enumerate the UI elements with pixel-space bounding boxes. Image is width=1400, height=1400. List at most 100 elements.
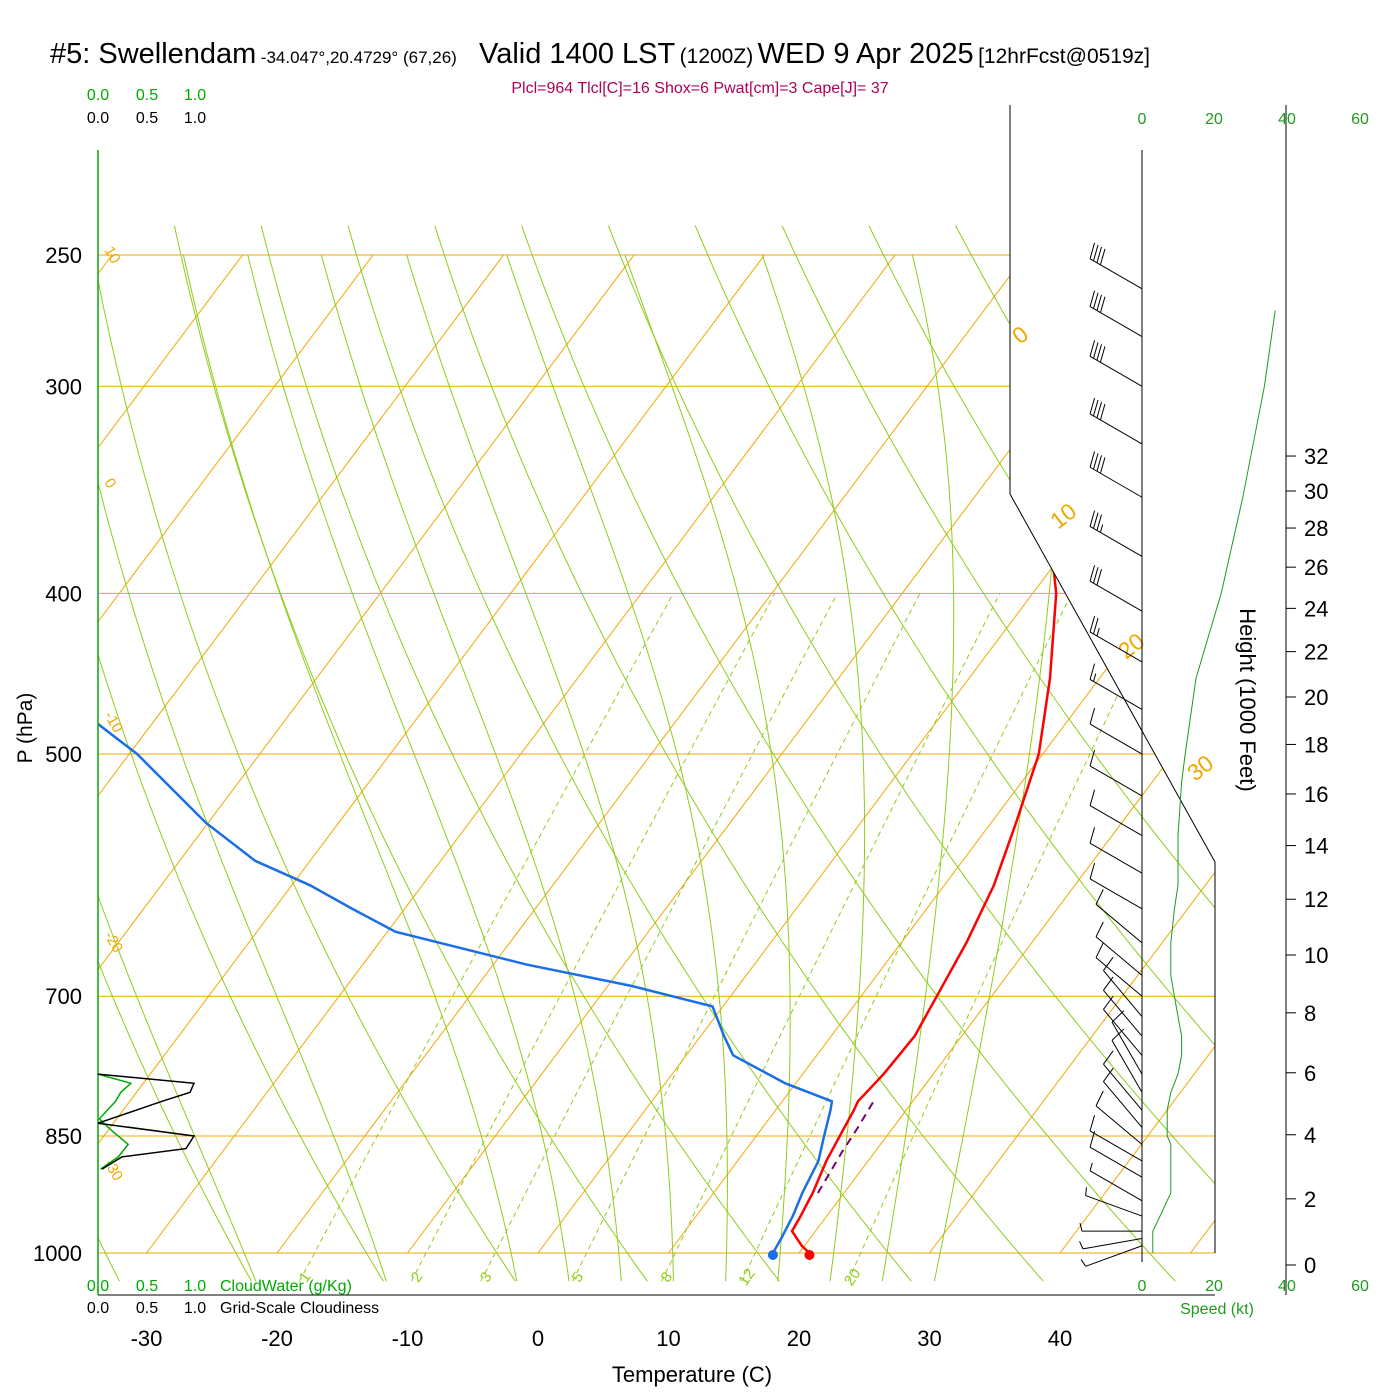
mixing-ratio-line — [298, 593, 674, 1282]
height-tick-label: 6 — [1304, 1061, 1316, 1086]
wind-barb — [1080, 1245, 1143, 1267]
wind-barb — [1089, 789, 1143, 837]
wind-barb — [1111, 1028, 1143, 1093]
wind-barb — [1103, 956, 1143, 1017]
mixing-ratio-label: 12 — [735, 1266, 758, 1289]
moist-adiabat — [406, 254, 674, 1282]
barb-staff — [1103, 989, 1143, 1037]
barb-staff — [1089, 466, 1143, 498]
x-tick-label: 0 — [532, 1326, 544, 1351]
barb-staff — [1085, 1245, 1143, 1267]
cloud-scale-bottom-black: 0.0 — [87, 1300, 109, 1317]
barb-flag — [1096, 514, 1102, 531]
x-tick-label: 30 — [917, 1326, 941, 1351]
wind-barb — [1089, 242, 1143, 290]
sounding-profiles — [98, 310, 1058, 1260]
x-tick-label: -20 — [261, 1326, 293, 1351]
barb-flag — [1103, 956, 1114, 971]
dry-adiabat — [98, 225, 516, 1282]
isotherm-line — [98, 254, 243, 1254]
barb-half — [1079, 1222, 1083, 1232]
pressure-tick-label: 500 — [45, 742, 82, 767]
wind-barb — [1089, 862, 1143, 910]
barb-staff — [1082, 1237, 1143, 1250]
isotherm-label: 0 — [101, 476, 120, 492]
pressure-tick-label: 250 — [45, 243, 82, 268]
barb-flag — [1093, 453, 1099, 470]
isotherm-label: 20 — [1113, 628, 1149, 664]
isotherm-line — [98, 254, 504, 1254]
barb-staff — [1089, 723, 1143, 755]
valid-time: Valid 1400 LST — [479, 38, 676, 70]
moist-adiabat — [506, 254, 728, 1282]
height-tick-label: 0 — [1304, 1253, 1316, 1278]
height-tick-label: 14 — [1304, 834, 1328, 859]
barb-staff — [1111, 1040, 1143, 1093]
cloud-scale-top-green: 0.5 — [136, 87, 158, 104]
wind-barb — [1111, 1010, 1143, 1075]
x-tick-label: -30 — [131, 1326, 163, 1351]
barb-flag — [1089, 1131, 1096, 1148]
barb-flag — [1089, 708, 1096, 725]
wind-barb — [1089, 397, 1143, 445]
isotherm-line — [1321, 255, 1400, 1253]
surface-dewpoint-dot — [767, 1250, 778, 1260]
wind-barb — [1089, 290, 1143, 338]
wind-barb — [1089, 663, 1143, 710]
barb-flag — [1099, 457, 1106, 474]
barb-staff — [1095, 903, 1143, 944]
barb-staff — [1089, 842, 1143, 874]
cloud-panel: CloudWater (g/Kg) Grid-Scale Cloudiness … — [87, 87, 379, 1317]
moist-adiabat — [933, 254, 1063, 1282]
wind-barb — [1103, 1050, 1143, 1111]
barb-flag — [1103, 1050, 1114, 1065]
barb-staff — [1089, 413, 1143, 445]
barb-flag — [1096, 569, 1102, 586]
isotherm-label: 10 — [1045, 498, 1081, 534]
moist-adiabat — [320, 254, 622, 1282]
barb-flag — [1103, 976, 1114, 991]
pressure-tick-label: 400 — [45, 581, 82, 606]
barb-staff — [1089, 526, 1143, 557]
height-axis-title: Height (1000 Feet) — [1235, 608, 1260, 791]
height-tick-label: 10 — [1304, 943, 1328, 968]
wind-barb — [1089, 1131, 1143, 1178]
barb-flag — [1096, 401, 1102, 419]
barb-staff — [1089, 355, 1143, 387]
barb-staff — [1095, 957, 1143, 997]
barb-flag — [1095, 889, 1104, 905]
y-axis-title: P (hPa) — [14, 693, 37, 764]
barb-staff — [1089, 631, 1143, 663]
barb-flag — [1089, 789, 1096, 806]
barb-half — [1099, 524, 1104, 533]
barb-flag — [1099, 296, 1106, 313]
height-tick-label: 12 — [1304, 887, 1328, 912]
barb-flag — [1103, 995, 1114, 1010]
isotherm-label: 10 — [101, 244, 124, 267]
mixing-ratio-line — [847, 593, 1167, 1282]
barb-staff — [1089, 679, 1143, 710]
height-tick-label: 28 — [1304, 516, 1328, 541]
cloud-scale-bottom-green: 0.5 — [136, 1278, 158, 1295]
wind-barb — [1089, 708, 1143, 755]
height-tick-label: 32 — [1304, 444, 1328, 469]
isotherm-label: -10 — [101, 709, 127, 736]
utc-time: (1200Z) — [679, 45, 754, 68]
wind-barb — [1089, 510, 1143, 557]
diagnostics-line: Plcl=964 Tlcl[C]=16 Shox=6 Pwat[cm]=3 Ca… — [511, 80, 889, 97]
dewpoint-line — [98, 310, 834, 1254]
barb-flag — [1099, 248, 1106, 265]
chart-title: #5: Swellendam -34.047°,20.4729° (67,26)… — [50, 38, 1150, 71]
surface-temp-dot — [804, 1250, 815, 1260]
forecast-info: [12hrFcst@0519z] — [978, 45, 1150, 68]
barb-flag — [1089, 862, 1096, 880]
barb-staff — [1089, 1130, 1143, 1162]
cloud-scale-top-green: 1.0 — [184, 87, 206, 104]
height-tick-label: 20 — [1304, 685, 1328, 710]
temperature-line — [790, 310, 1058, 1254]
cloud-scale-bottom-black: 1.0 — [184, 1300, 206, 1317]
pressure-tick-label: 300 — [45, 374, 82, 399]
barb-staff — [1085, 1195, 1143, 1217]
